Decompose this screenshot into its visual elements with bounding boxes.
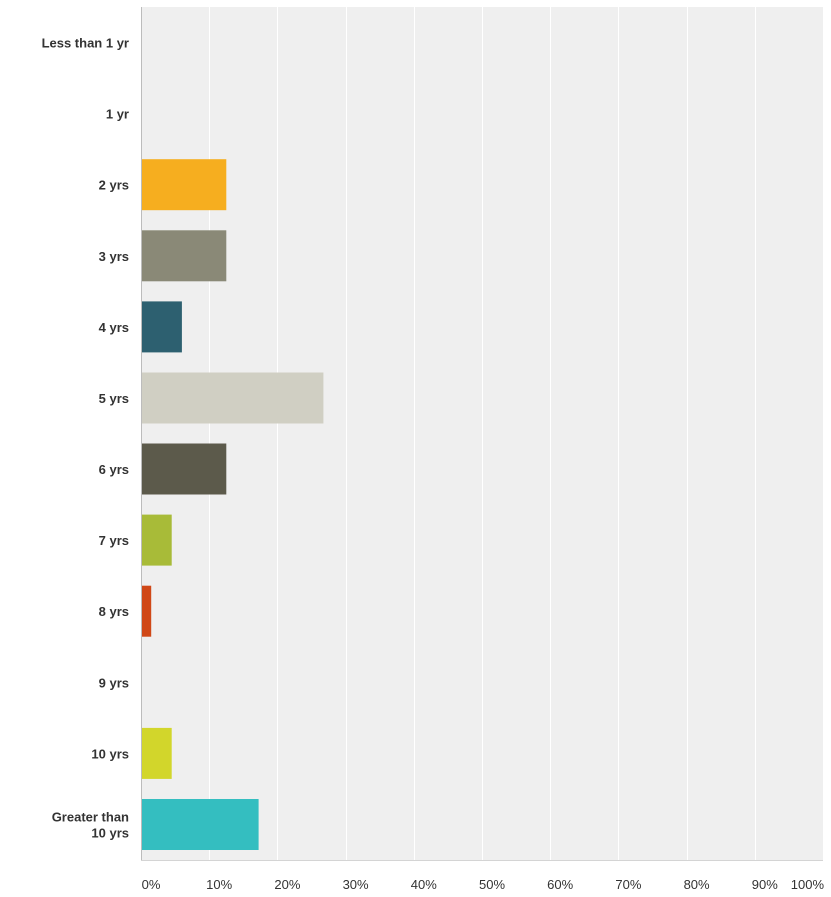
category-label-line: 6 yrs xyxy=(99,462,129,477)
bar xyxy=(142,230,227,282)
category-label: Greater than 10 yrs xyxy=(52,810,129,841)
bar xyxy=(142,159,227,211)
x-tick-label: 40% xyxy=(411,877,437,892)
category-label: 9 yrs xyxy=(99,675,129,690)
category-label-line: 1 yr xyxy=(106,107,129,122)
bar xyxy=(142,372,324,424)
category-label: 8 yrs xyxy=(99,604,129,619)
bar xyxy=(142,514,172,566)
x-tick-label: 20% xyxy=(274,877,300,892)
x-tick-label: 60% xyxy=(547,877,573,892)
category-label-line: Greater than xyxy=(52,810,129,825)
category-label: 10 yrs xyxy=(91,746,129,761)
category-label: 7 yrs xyxy=(99,533,129,548)
x-tick-labels: 0% 10% 20% 30% 40% 50% 60% 70% 80% 90% 100% xyxy=(142,877,825,892)
x-tick-label: 80% xyxy=(684,877,710,892)
bar xyxy=(142,443,227,495)
bar xyxy=(142,301,182,353)
category-label-line: 10 yrs xyxy=(91,746,129,761)
category-label-line: 2 yrs xyxy=(99,178,129,193)
x-tick-label: 100% xyxy=(791,877,825,892)
category-label-line: Less than 1 yr xyxy=(42,36,129,51)
category-label-line: 10 yrs xyxy=(91,826,129,841)
category-label-line: 3 yrs xyxy=(99,249,129,264)
category-label: 2 yrs xyxy=(99,178,129,193)
category-label: 4 yrs xyxy=(99,320,129,335)
category-label-line: 8 yrs xyxy=(99,604,129,619)
bars xyxy=(142,159,324,850)
category-label: 1 yr xyxy=(106,107,129,122)
x-tick-label: 90% xyxy=(752,877,778,892)
bar xyxy=(142,799,259,850)
category-label: 3 yrs xyxy=(99,249,129,264)
x-tick-label: 50% xyxy=(479,877,505,892)
category-label-line: 5 yrs xyxy=(99,391,129,406)
x-tick-label: 30% xyxy=(343,877,369,892)
category-label-line: 9 yrs xyxy=(99,675,129,690)
category-label-line: 4 yrs xyxy=(99,320,129,335)
category-label-line: 7 yrs xyxy=(99,533,129,548)
bar xyxy=(142,585,152,637)
x-tick-label: 70% xyxy=(615,877,641,892)
gridlines xyxy=(209,7,824,860)
x-tick-label: 0% xyxy=(142,877,161,892)
axes xyxy=(141,7,823,861)
category-label: 6 yrs xyxy=(99,462,129,477)
bar xyxy=(142,727,172,779)
category-label: 5 yrs xyxy=(99,391,129,406)
category-labels: Less than 1 yr 1 yr 2 yrs 3 yrs 4 yrs 5 yrs 6 … xyxy=(42,36,129,841)
category-label: Less than 1 yr xyxy=(42,36,129,51)
x-tick-label: 10% xyxy=(206,877,232,892)
